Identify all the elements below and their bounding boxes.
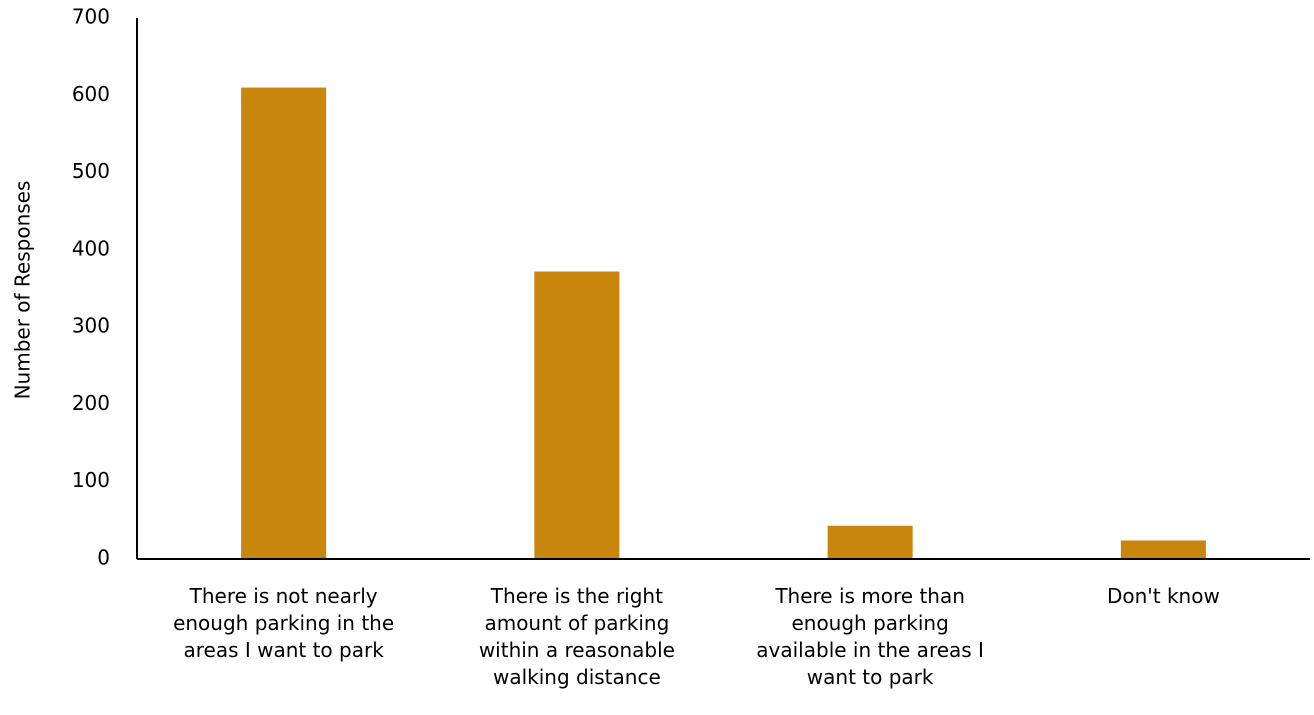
y-tick-label: 300 [72, 314, 110, 338]
x-tick-label: Don't know [1106, 584, 1220, 608]
bar [534, 271, 620, 559]
bar [241, 87, 327, 560]
x-tick-label: There is more than enough parking availa… [756, 584, 984, 689]
x-tick-label: There is the right amount of parking wit… [478, 584, 675, 689]
bar [827, 525, 913, 559]
y-tick-label: 400 [72, 236, 110, 260]
y-tick-label: 0 [97, 546, 110, 570]
bar [1120, 540, 1206, 559]
y-tick-label: 600 [72, 82, 110, 106]
y-tick-label: 500 [72, 159, 110, 183]
y-tick-label: 200 [72, 391, 110, 415]
y-tick-label: 100 [72, 468, 110, 492]
y-axis-label: Number of Responses [11, 181, 35, 400]
x-tick-label: There is not nearly enough parking in th… [173, 584, 395, 662]
y-tick-label: 700 [72, 5, 110, 29]
